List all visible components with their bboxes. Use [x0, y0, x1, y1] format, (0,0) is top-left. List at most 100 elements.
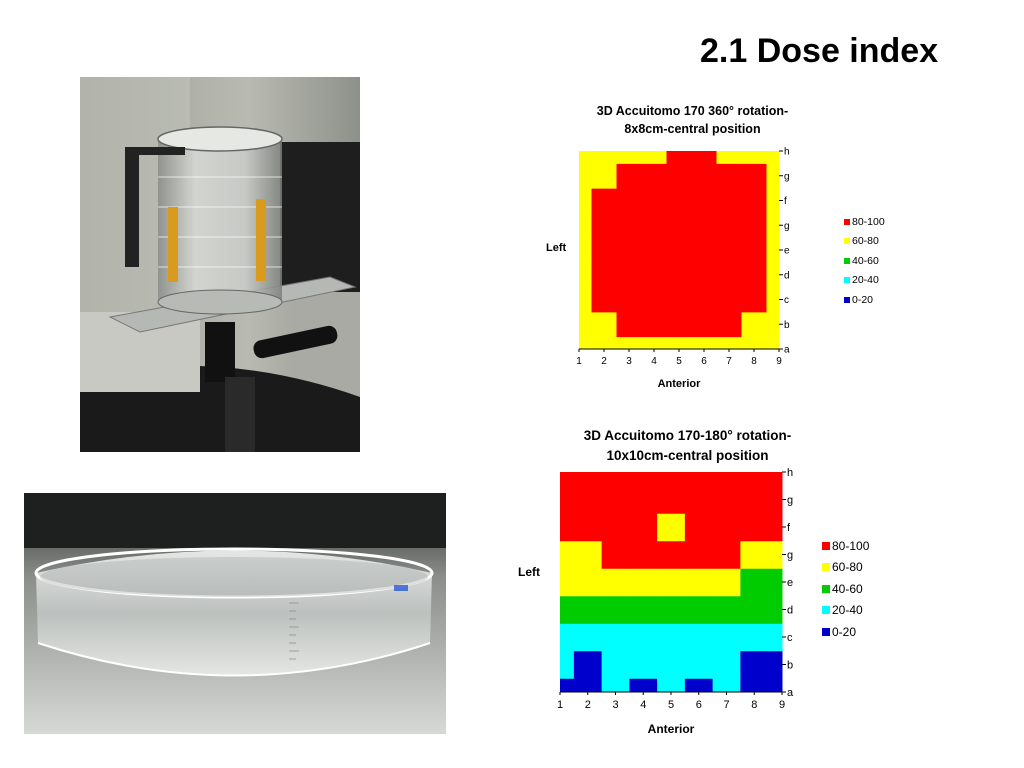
heatmap-cell: [629, 485, 658, 514]
heatmap-cell: [740, 678, 769, 693]
x-tick-label: 4: [640, 699, 646, 711]
heatmap-cell: [573, 678, 603, 693]
heatmap-cell: [560, 513, 575, 542]
heatmap-cell: [591, 237, 617, 263]
heatmap-cell: [591, 212, 617, 239]
heatmap-cell: [740, 595, 769, 624]
heatmap-cell: [766, 237, 780, 263]
heatmap-cell: [560, 595, 575, 624]
heatmap-cell: [657, 485, 686, 514]
heatmap-cell: [766, 311, 780, 338]
heatmap-cell: [741, 237, 767, 263]
heatmap-cell: [573, 472, 603, 487]
legend-label: 40-60: [832, 581, 863, 596]
heatmap-cell: [579, 262, 592, 288]
heatmap-cell: [666, 311, 692, 338]
y-tick-label: f: [787, 522, 791, 534]
heatmap-cell: [740, 568, 769, 597]
heatmap-cell: [591, 287, 617, 313]
heatmap-cell: [560, 623, 575, 652]
heatmap-cell: [579, 212, 592, 239]
heatmap-cell: [740, 623, 769, 652]
heatmap-cell: [641, 237, 667, 263]
heatmap-cell: [712, 472, 741, 487]
heatmap-cell: [616, 311, 642, 338]
heatmap-cell: [712, 650, 741, 679]
heatmap-cell: [740, 540, 769, 569]
heatmap-cell: [616, 262, 642, 288]
heatmap-cell: [712, 513, 741, 542]
legend-swatch: [844, 257, 850, 264]
y-tick-label: e: [784, 246, 790, 257]
heatmap-cell: [716, 151, 742, 164]
heatmap-cell: [657, 472, 686, 487]
heatmap-cell: [629, 623, 658, 652]
heatmap-cell: [684, 485, 714, 514]
heatmap-cell: [712, 595, 741, 624]
y-tick-label: d: [784, 270, 790, 281]
legend-item: 40-60: [844, 251, 885, 271]
heatmap-cell: [601, 595, 630, 624]
heatmap-cell: [666, 336, 692, 350]
heatmap-cell: [768, 485, 783, 514]
x-tick-label: 9: [776, 356, 782, 367]
legend-label: 20-40: [832, 603, 863, 618]
heatmap-cell: [616, 163, 642, 189]
heatmap-cell: [768, 650, 783, 679]
heatmap-cell: [629, 650, 658, 679]
legend-item: 80-100: [822, 535, 869, 557]
legend-label: 80-100: [832, 538, 870, 553]
x-tick-label: 5: [676, 356, 682, 367]
legend-label: 60-80: [832, 560, 863, 575]
heatmap-cell: [768, 472, 783, 487]
chart-title: 3D Accuitomo 170-180° rotation- 10x10cm-…: [560, 426, 815, 466]
heatmap-cell: [657, 623, 686, 652]
heatmap-cell: [616, 237, 642, 263]
heatmap-cell: [601, 472, 630, 487]
x-tick-label: 7: [723, 699, 729, 711]
heatmap-cell: [716, 336, 742, 350]
heatmap-cell: [691, 311, 717, 338]
heatmap-cell: [684, 513, 714, 542]
heatmap-cell: [573, 623, 603, 652]
heatmap-cell: [657, 513, 686, 542]
heatmap-cell: [591, 311, 617, 338]
legend-label: 0-20: [852, 293, 874, 306]
y-tick-label: b: [784, 320, 790, 331]
legend-swatch: [822, 541, 830, 550]
legend: 80-100 60-80 40-60 20-40 0-20: [844, 212, 885, 310]
heatmap-cell: [766, 287, 780, 313]
heatmap-cell: [666, 188, 692, 214]
heatmap-cell: [712, 485, 741, 514]
heatmap-cell: [740, 513, 769, 542]
heatmap-cell: [768, 513, 783, 542]
x-tick-label: 5: [668, 699, 674, 711]
heatmap-cell: [741, 311, 767, 338]
legend-item: 80-100: [844, 212, 885, 232]
y-axis-label: Left: [546, 242, 567, 254]
heatmap-cell: [641, 287, 667, 313]
heatmap-cell: [641, 163, 667, 189]
heatmap-cell: [716, 188, 742, 214]
heatmap-cell: [573, 485, 603, 514]
heatmap-cell: [601, 485, 630, 514]
heatmap-cell: [712, 623, 741, 652]
heatmap-plot: 1 2 3 4 5 6 7 8 9a b c d e g f g h: [576, 147, 790, 368]
legend-item: 60-80: [844, 232, 885, 252]
heatmap-cell: [560, 650, 575, 679]
x-tick-label: 3: [612, 699, 618, 711]
heatmap-cell: [560, 678, 575, 693]
heatmap-cell: [616, 212, 642, 239]
legend-swatch: [844, 277, 850, 284]
heatmap-cell: [579, 237, 592, 263]
heatmap-cell: [629, 595, 658, 624]
heatmap-cell: [768, 540, 783, 569]
heatmap-cell: [641, 262, 667, 288]
heatmap-cell: [666, 151, 692, 164]
x-tick-label: 4: [651, 356, 657, 367]
heatmap-cell: [766, 336, 780, 350]
legend-swatch: [844, 238, 850, 245]
legend-swatch: [822, 606, 830, 615]
heatmap-cell: [573, 513, 603, 542]
legend-swatch: [822, 627, 830, 636]
